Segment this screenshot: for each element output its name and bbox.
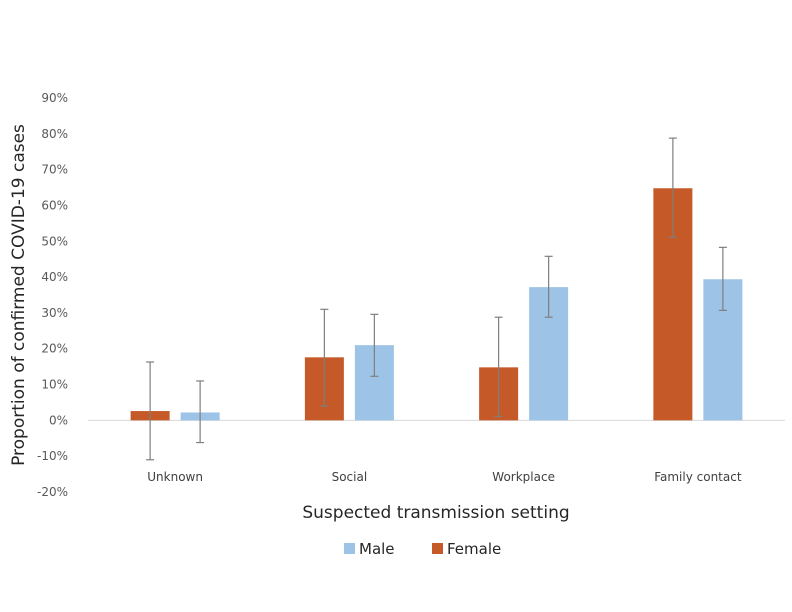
y-tick-label: 80% xyxy=(41,127,68,141)
y-axis-ticks: -20% -10% 0% 10% 20% 30% 40% 50% 60% 70% 80% 90% xyxy=(37,91,68,499)
y-tick-label: 0% xyxy=(49,413,68,427)
y-axis-label: Proportion of confirmed COVID-19 cases xyxy=(9,124,29,466)
y-tick-label: 50% xyxy=(41,234,68,248)
y-tick-label: 30% xyxy=(41,306,68,320)
legend: Male Female xyxy=(344,540,501,558)
error-bars xyxy=(146,137,727,461)
legend-swatch-male xyxy=(344,543,355,554)
x-axis-categories: Unknown Social Workplace Family contact xyxy=(147,470,742,484)
x-tick-label: Social xyxy=(332,470,368,484)
y-tick-label: 10% xyxy=(41,378,68,392)
y-tick-label: 70% xyxy=(41,163,68,177)
x-tick-label: Unknown xyxy=(147,470,203,484)
y-tick-label: 90% xyxy=(41,91,68,105)
x-axis-label: Suspected transmission setting xyxy=(302,503,569,523)
y-tick-label: -10% xyxy=(37,449,68,463)
y-tick-label: 20% xyxy=(41,342,68,356)
y-tick-label: 60% xyxy=(41,198,68,212)
legend-label-male: Male xyxy=(359,540,395,558)
legend-label-female: Female xyxy=(447,540,501,558)
bars xyxy=(130,188,743,421)
y-tick-label: 40% xyxy=(41,270,68,284)
y-tick-label: -20% xyxy=(37,485,68,499)
legend-swatch-female xyxy=(432,543,443,554)
x-tick-label: Workplace xyxy=(492,470,555,484)
x-tick-label: Family contact xyxy=(654,470,742,484)
